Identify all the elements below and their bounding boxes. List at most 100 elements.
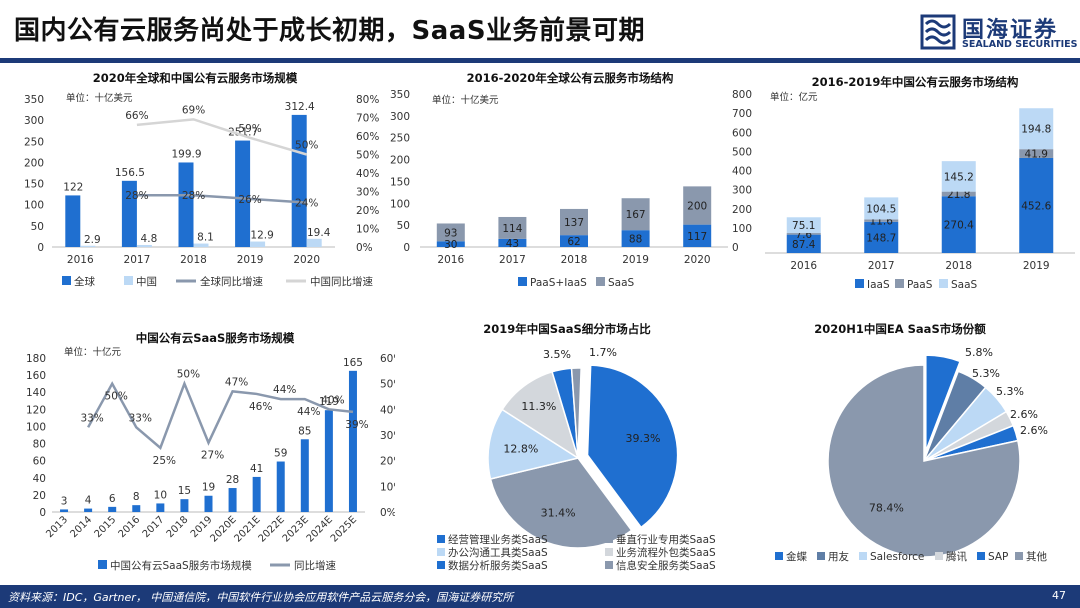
y2-tick: 50% bbox=[380, 379, 395, 391]
y2-tick: 300 bbox=[732, 185, 752, 197]
y-tick: 250 bbox=[390, 133, 410, 145]
y-tick: 350 bbox=[390, 89, 410, 101]
y2-tick: 0 bbox=[732, 242, 739, 254]
y2-tick: 50% bbox=[356, 150, 379, 162]
y-tick: 50 bbox=[31, 221, 44, 233]
chart-china-saas-size: 中国公有云SaaS服务市场规模 单位：十亿元 0 20 40 60 80 100 120 140 1… bbox=[0, 325, 395, 585]
x-tick: 2022E bbox=[257, 514, 287, 544]
x-tick: 2018 bbox=[165, 514, 191, 540]
data-label-saas: 137 bbox=[564, 217, 584, 229]
page-number: 47 bbox=[1052, 589, 1066, 602]
bar-paas bbox=[786, 233, 821, 235]
pie-value-label: 2.6% bbox=[1010, 408, 1038, 421]
data-label-global: 156.5 bbox=[115, 167, 145, 179]
data-label-china: 8.1 bbox=[197, 232, 214, 244]
growth-line bbox=[136, 193, 307, 204]
y2-tick: 200 bbox=[732, 204, 752, 216]
page-title: 国内公有云服务尚处于成长初期，SaaS业务前景可期 bbox=[14, 16, 646, 46]
legend-swatch-4 bbox=[977, 552, 985, 560]
growth-label: 59% bbox=[238, 123, 261, 135]
data-label-global: 312.4 bbox=[285, 101, 315, 113]
y2-tick: 20% bbox=[380, 456, 395, 468]
x-tick: 2020E bbox=[208, 514, 238, 544]
data-label-saas: 104.5 bbox=[866, 203, 896, 215]
sealand-logo: 国海证券 SEALAND SECURITIES bbox=[918, 10, 1077, 54]
data-label-saas-size: 85 bbox=[298, 425, 311, 437]
bar-iaas bbox=[1019, 157, 1054, 253]
y2-tick: 10% bbox=[356, 224, 379, 236]
growth-label: 25% bbox=[153, 455, 176, 467]
bar-paas bbox=[864, 219, 899, 222]
legend-label-1: 同比增速 bbox=[294, 559, 336, 572]
logo-english: SEALAND SECURITIES bbox=[962, 39, 1078, 50]
legend-swatch-1 bbox=[124, 276, 133, 285]
chart-svg: 2019年中国SaaS细分市场占比 39.3% 31.4% 12.8% 11.3% 3.5… bbox=[437, 322, 716, 572]
legend-label-1: 用友 bbox=[828, 550, 849, 563]
legend-label-0: 金蝶 bbox=[786, 550, 807, 563]
bar-paas-iaas bbox=[560, 235, 588, 247]
x-tick: 2018 bbox=[945, 260, 972, 272]
bar-saas-size bbox=[276, 461, 285, 512]
data-label-iaas: 452.6 bbox=[1021, 200, 1051, 212]
bar-saas-size bbox=[348, 370, 357, 512]
data-label-saas-size: 3 bbox=[61, 495, 68, 507]
bar-iaas bbox=[864, 221, 899, 253]
y2-tick: 20% bbox=[356, 205, 379, 217]
legend-label-3: 中国同比增速 bbox=[310, 275, 373, 288]
y2-tick: 0% bbox=[380, 507, 395, 519]
bar-saas bbox=[864, 197, 899, 220]
bar-saas bbox=[786, 217, 821, 234]
x-tick: 2023E bbox=[281, 514, 311, 544]
data-label-saas-size: 19 bbox=[202, 482, 215, 494]
source-note: 资料来源：IDC，Gartner， 中国通信院，中国软件行业协会应用软件产品云服… bbox=[8, 591, 514, 604]
legend-swatch-2 bbox=[437, 548, 445, 556]
bar-china bbox=[80, 245, 96, 247]
x-tick: 2024E bbox=[305, 514, 335, 544]
y-tick: 140 bbox=[26, 387, 46, 399]
data-label-saas: 93 bbox=[444, 227, 457, 239]
y-tick: 160 bbox=[26, 370, 46, 382]
y-tick: 20 bbox=[33, 490, 46, 502]
data-label-paas: 41.9 bbox=[1025, 149, 1048, 161]
pie-value-label: 5.8% bbox=[965, 346, 993, 359]
footer-bar: 资料来源：IDC，Gartner， 中国通信院，中国软件行业协会应用软件产品云服… bbox=[0, 585, 1080, 608]
bar-saas-size bbox=[60, 509, 69, 512]
data-label-saas-size: 4 bbox=[85, 495, 92, 507]
data-label-saas: 145.2 bbox=[944, 171, 974, 183]
data-label-paas-iaas: 88 bbox=[629, 234, 642, 246]
x-tick: 2019 bbox=[622, 254, 649, 266]
growth-line bbox=[87, 380, 354, 450]
y-tick: 200 bbox=[24, 157, 44, 169]
legend-swatch-3 bbox=[935, 552, 943, 560]
legend-label-2: Salesforce bbox=[870, 551, 924, 563]
legend-swatch-1 bbox=[817, 552, 825, 560]
legend-swatch-0 bbox=[775, 552, 783, 560]
bar-global bbox=[235, 140, 251, 247]
bar-global bbox=[65, 195, 81, 247]
growth-label: 40% bbox=[321, 394, 344, 406]
x-tick: 2018 bbox=[561, 254, 588, 266]
x-tick: 2017 bbox=[124, 254, 151, 266]
bar-saas bbox=[498, 216, 527, 239]
legend-swatch-2 bbox=[939, 279, 948, 288]
data-label-saas-size: 6 bbox=[109, 493, 116, 505]
chart-title: 2016-2020年全球公有云服务市场结构 bbox=[467, 71, 674, 85]
pie-value-label: 1.7% bbox=[589, 346, 617, 359]
legend-swatch-1 bbox=[596, 277, 605, 286]
data-label-paas-iaas: 62 bbox=[567, 236, 580, 248]
data-label-saas-size: 8 bbox=[133, 491, 140, 503]
unit-label: 单位：亿元 bbox=[770, 91, 818, 103]
data-label-paas-iaas: 117 bbox=[687, 231, 707, 243]
legend-swatch-5 bbox=[1015, 552, 1023, 560]
legend-label-1: PaaS bbox=[907, 279, 933, 291]
growth-label: 50% bbox=[177, 369, 200, 381]
growth-label: 66% bbox=[125, 110, 148, 122]
y-tick: 150 bbox=[390, 176, 410, 188]
bar-global bbox=[121, 180, 137, 247]
y-tick: 50 bbox=[397, 220, 410, 232]
chart-title: 2020H1中国EA SaaS市场份额 bbox=[814, 322, 986, 336]
data-label-saas: 200 bbox=[687, 200, 707, 212]
legend-label-1: 垂直行业专用类SaaS bbox=[616, 533, 716, 546]
x-tick: 2014 bbox=[68, 514, 94, 540]
logo-chinese: 国海证券 bbox=[962, 18, 1059, 43]
